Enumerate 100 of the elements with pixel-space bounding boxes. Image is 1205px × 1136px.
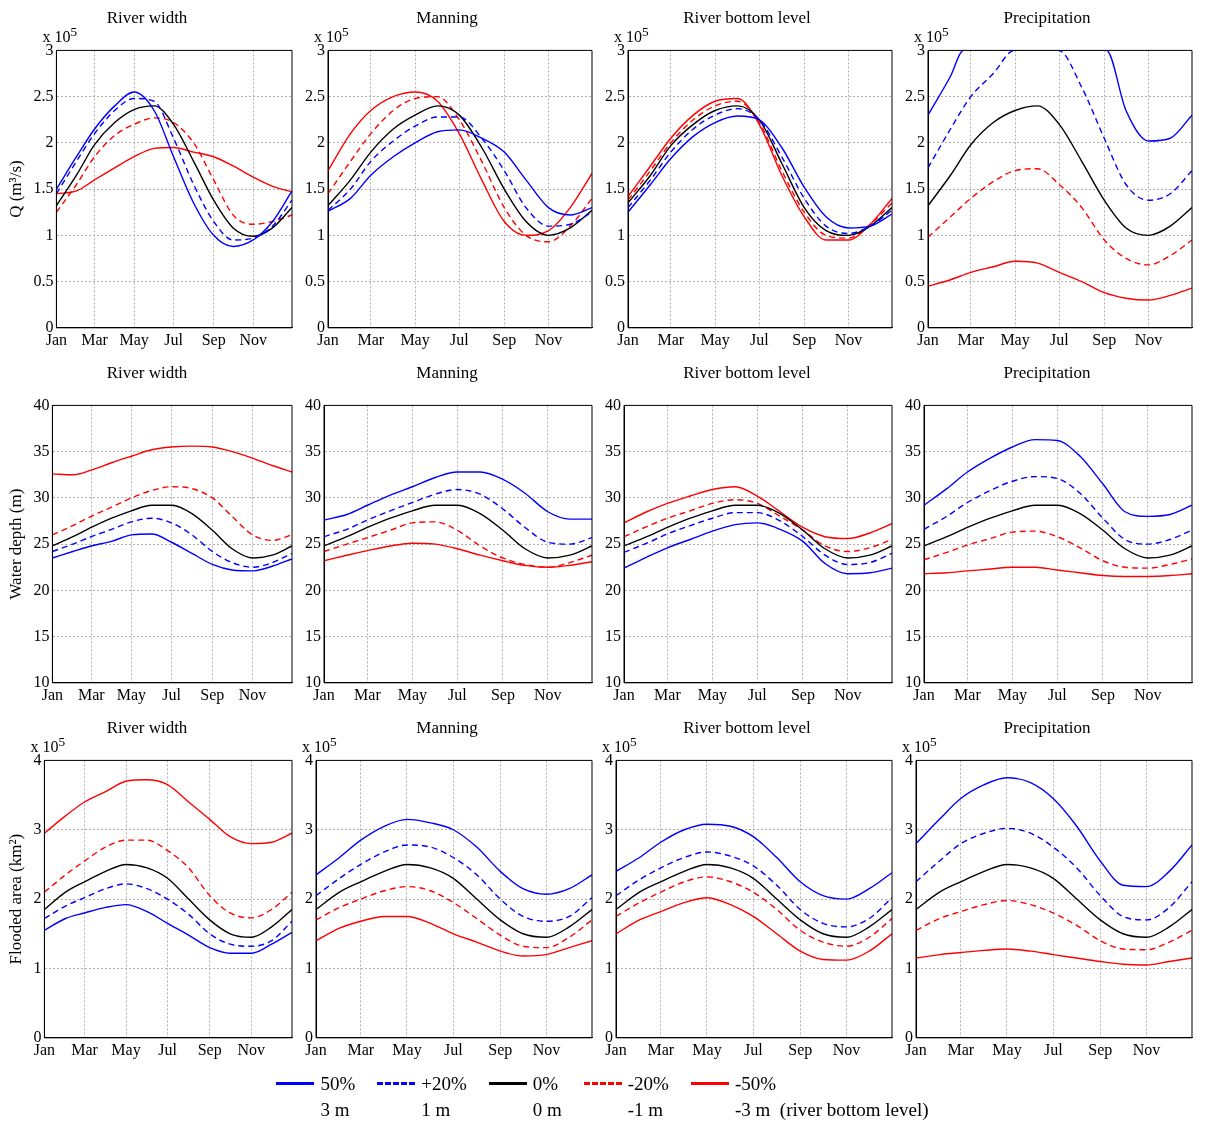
x-tick-label: Nov	[239, 330, 267, 348]
y-axis-title: Water depth (m)	[5, 488, 25, 600]
chart-title: River bottom level	[683, 362, 812, 382]
y-tick-label: 1	[905, 958, 913, 976]
y-tick-label: 1.5	[33, 179, 54, 197]
y-tick-label: 40	[305, 395, 321, 413]
x-tick-label: Mar	[954, 685, 982, 703]
x-tick-label: Mar	[71, 1040, 99, 1058]
x-tick-label: May	[397, 685, 428, 704]
y-tick-label: 1	[33, 958, 42, 976]
line-series	[52, 533, 292, 572]
y-tick-label: 2	[305, 889, 313, 907]
x-tick-label: Nov	[532, 1040, 561, 1058]
x-tick-label: Jul	[158, 1040, 178, 1058]
y-tick-label: 2.5	[605, 86, 625, 104]
x-tick-label: Jul	[449, 330, 470, 348]
y-tick-label: 0	[905, 1028, 913, 1045]
y-tick-label: 0.5	[305, 271, 325, 289]
legend-label: -20% -1 m	[627, 1072, 669, 1122]
chart-title: Precipitation	[1003, 717, 1091, 737]
x-tick-label: Mar	[347, 1040, 375, 1058]
chart-title: Manning	[416, 362, 479, 382]
x-tick-label: Mar	[957, 330, 985, 348]
x-tick-label: May	[400, 330, 430, 349]
x-tick-label: Jul	[164, 330, 184, 348]
x-tick-label: Sep	[1090, 685, 1115, 704]
y-tick-label: 25	[905, 534, 921, 552]
y-tick-label: 15	[905, 626, 921, 644]
legend-label: +20% 1 m	[421, 1072, 467, 1122]
y-tick-label: 10	[305, 673, 321, 690]
chart-title: Manning	[416, 717, 479, 737]
y-tick-label: 40	[905, 395, 921, 413]
x-tick-label: Sep	[1092, 330, 1117, 349]
x-tick-label: May	[119, 330, 149, 349]
x-tick-label: Mar	[357, 330, 385, 348]
y-tick-label: 10	[905, 673, 921, 690]
y-tick-label: 35	[605, 441, 621, 459]
line-series	[928, 50, 1192, 201]
y-tick-label: 2	[617, 133, 625, 151]
line-series	[916, 777, 1192, 888]
x-tick-label: Jul	[443, 1040, 464, 1058]
line-series	[924, 566, 1192, 578]
y-tick-label: 10	[605, 673, 621, 690]
x-tick-label: Sep	[200, 685, 225, 704]
x-tick-label: Mar	[654, 685, 682, 703]
x-tick-label: May	[997, 685, 1028, 704]
x-tick-label: Nov	[1134, 685, 1162, 703]
line-series	[916, 948, 1192, 966]
y-tick-label: 15	[305, 626, 321, 644]
y-tick-label: 20	[905, 580, 921, 598]
x-tick-label: May	[700, 330, 730, 349]
y-tick-label: 2.5	[305, 86, 325, 104]
y-tick-label: 0	[605, 1028, 613, 1045]
line-series	[44, 839, 292, 919]
x-tick-label: Jul	[743, 1040, 764, 1058]
line-series	[316, 915, 592, 957]
x-tick-label: May	[111, 1040, 141, 1059]
legend-label: 50% 3 m	[320, 1072, 356, 1122]
chart-title: River bottom level	[683, 7, 812, 27]
line-series	[52, 517, 292, 568]
chart-title: Precipitation	[1003, 7, 1091, 27]
x-tick-label: Jul	[1043, 1040, 1064, 1058]
line-series	[624, 522, 892, 575]
x-tick-label: Nov	[237, 1040, 265, 1058]
line-series	[928, 260, 1192, 301]
y-tick-label: 25	[605, 534, 621, 552]
x-tick-label: Mar	[354, 685, 382, 703]
y-tick-label: 0	[917, 318, 925, 335]
y-tick-label: 2	[917, 133, 925, 151]
x-tick-label: Jul	[749, 330, 770, 348]
y-tick-label: 2.5	[905, 86, 925, 104]
x-tick-label: Jul	[1049, 330, 1070, 348]
y-tick-label: 20	[305, 580, 321, 598]
x-tick-label: Mar	[947, 1040, 975, 1058]
line-series	[316, 885, 592, 949]
x-tick-label: Mar	[657, 330, 685, 348]
chart-title: River width	[106, 7, 188, 27]
y-tick-label: 1.5	[305, 179, 325, 197]
x-tick-label: Jul	[747, 685, 768, 703]
x-tick-label: May	[392, 1040, 422, 1059]
x-tick-label: Sep	[790, 685, 815, 704]
chart-title: Manning	[416, 7, 479, 27]
y-tick-label: 30	[305, 488, 321, 506]
y-tick-label: 2	[317, 133, 325, 151]
y-tick-label: 1.5	[605, 179, 625, 197]
x-tick-label: Nov	[1132, 1040, 1161, 1058]
line-series	[916, 827, 1192, 921]
y-tick-label: 15	[605, 626, 621, 644]
line-series	[928, 168, 1192, 266]
y-tick-label: 10	[33, 673, 50, 690]
line-series	[916, 899, 1192, 951]
line-series	[52, 486, 292, 542]
y-tick-label: 2	[45, 133, 54, 151]
y-tick-label: 30	[905, 488, 921, 506]
x-tick-label: Jul	[1047, 685, 1068, 703]
line-series	[616, 823, 892, 900]
x-tick-label: May	[992, 1040, 1022, 1059]
x-tick-label: Nov	[238, 685, 267, 703]
chart-title: River bottom level	[683, 717, 812, 737]
y-tick-label: 35	[305, 441, 321, 459]
